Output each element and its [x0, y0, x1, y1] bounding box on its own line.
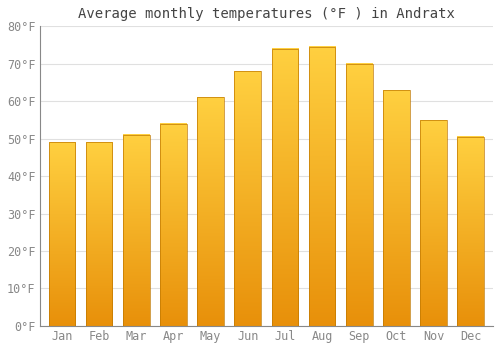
Bar — [86, 142, 112, 326]
Bar — [420, 120, 447, 326]
Title: Average monthly temperatures (°F ) in Andratx: Average monthly temperatures (°F ) in An… — [78, 7, 455, 21]
Bar — [197, 97, 224, 326]
Bar — [308, 47, 336, 326]
Bar — [346, 64, 372, 326]
Bar — [48, 142, 76, 326]
Bar — [123, 135, 150, 326]
Bar — [234, 71, 261, 326]
Bar — [383, 90, 410, 326]
Bar — [160, 124, 187, 326]
Bar — [458, 137, 484, 326]
Bar — [272, 49, 298, 326]
